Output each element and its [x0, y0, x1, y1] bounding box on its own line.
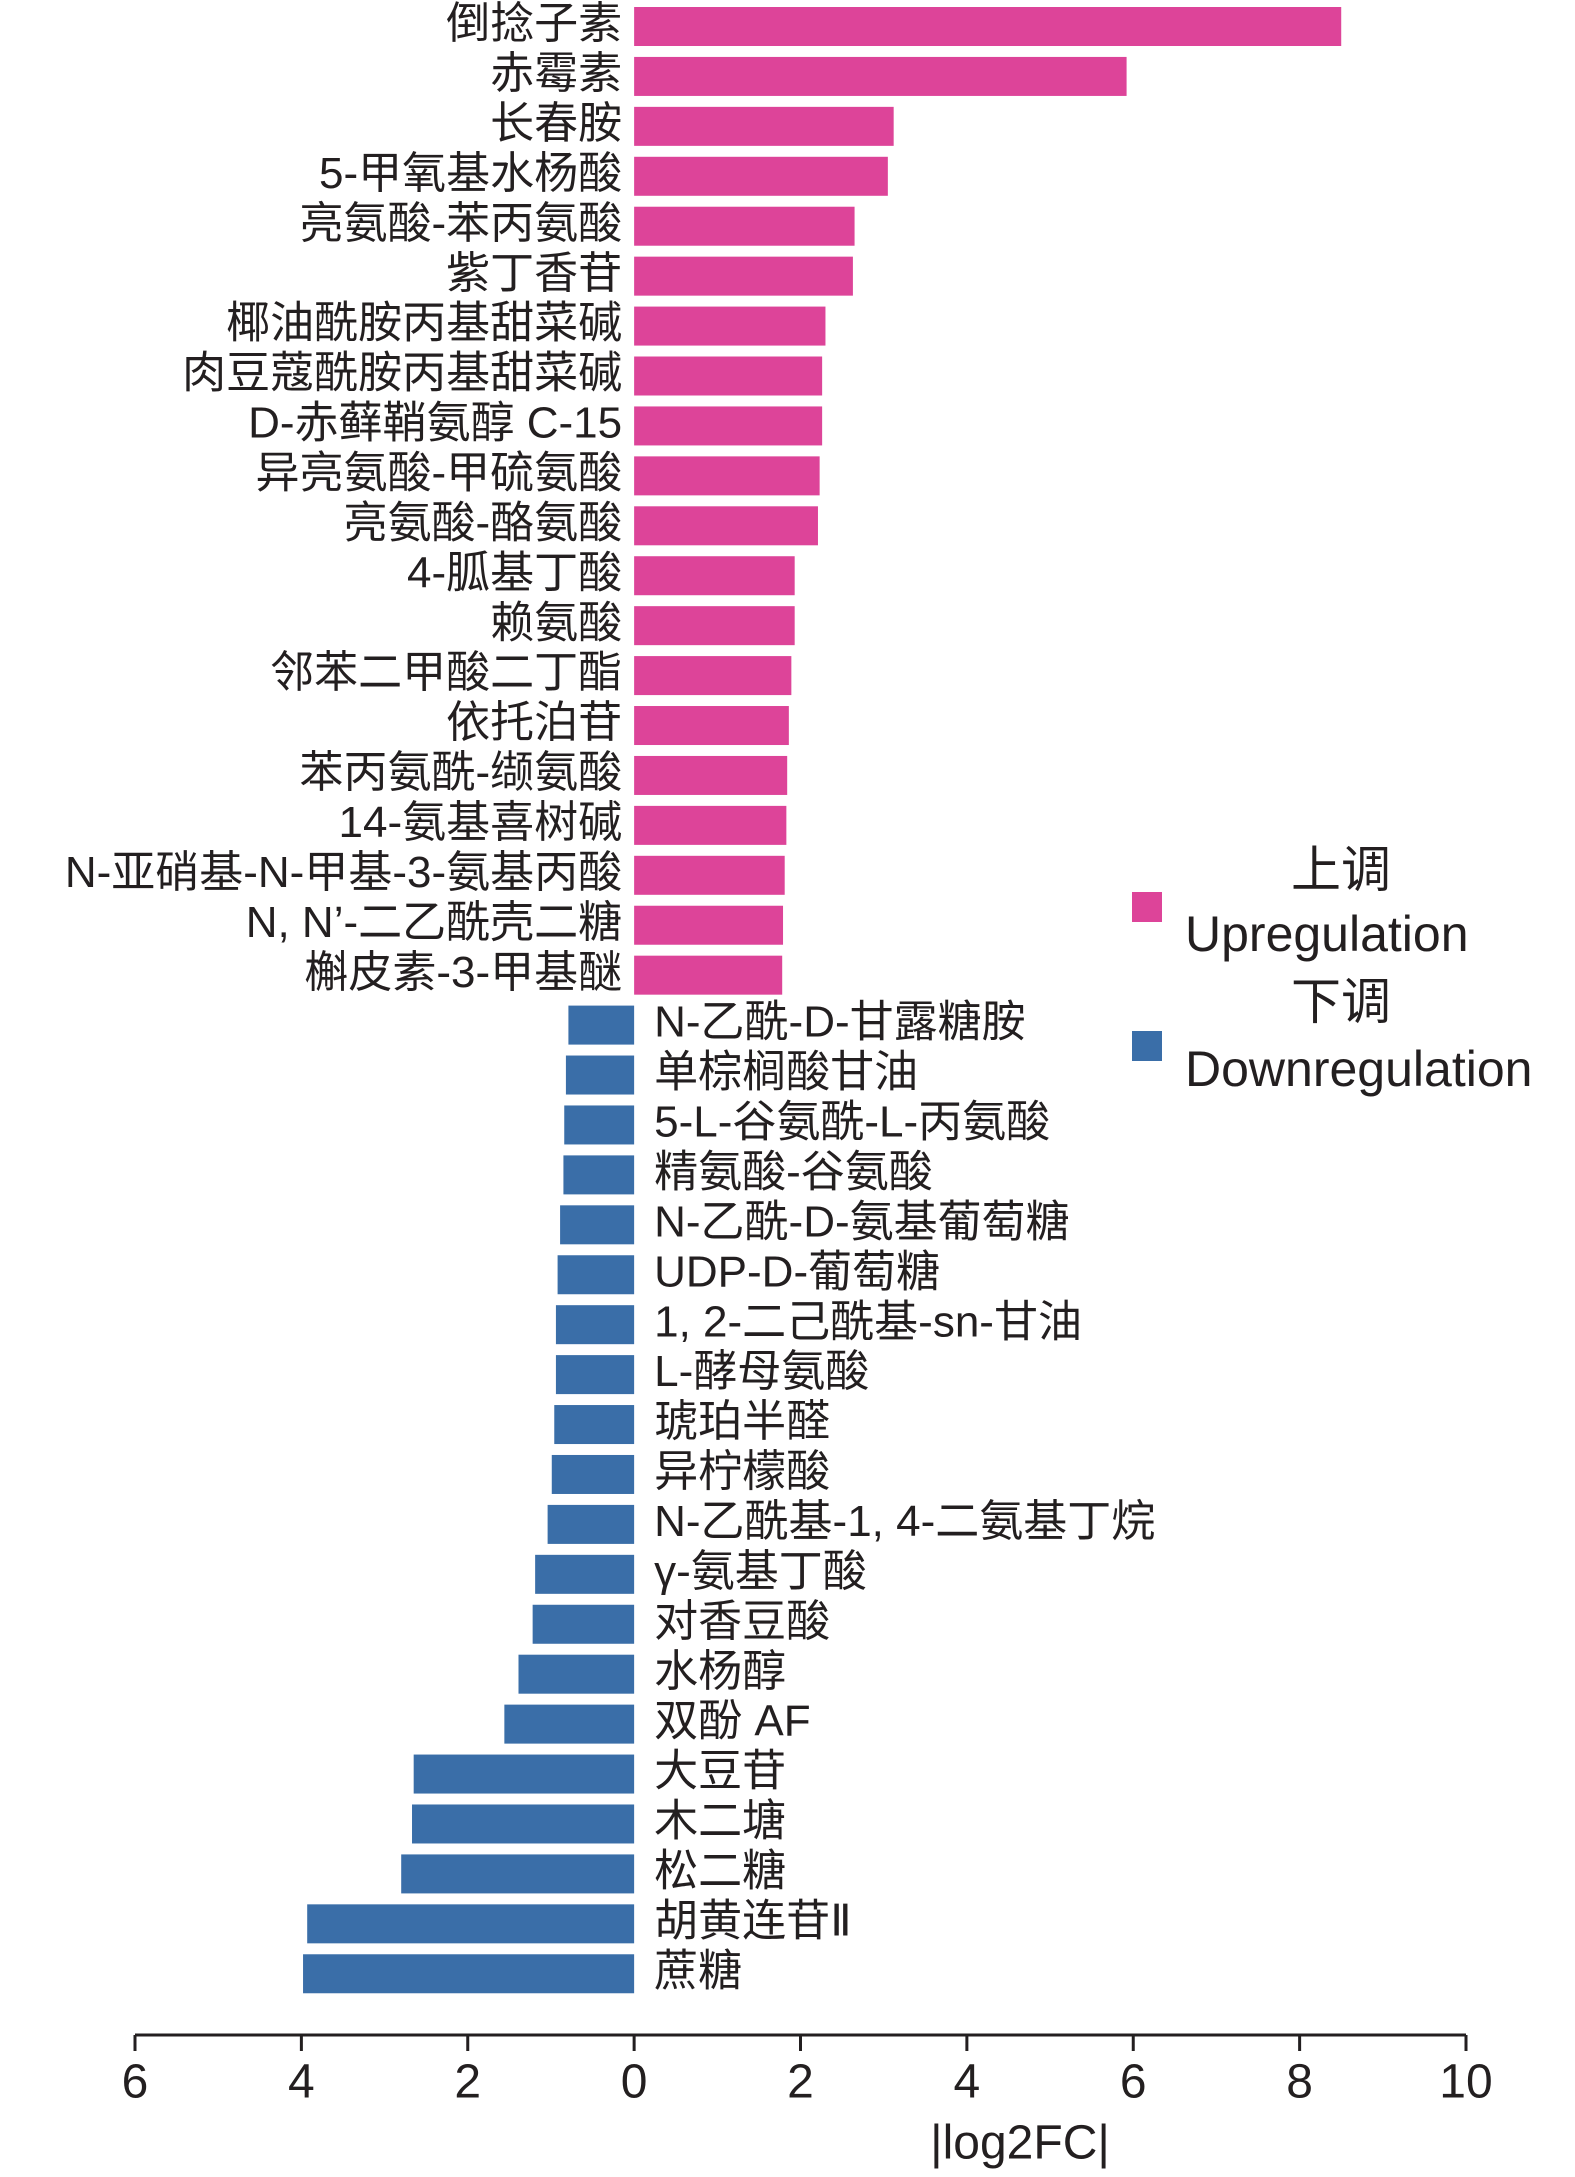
- legend-label: Upregulation: [1185, 906, 1469, 962]
- category-label: 琥珀半醛: [654, 1397, 830, 1446]
- category-label: N, N’-二乙酰壳二糖: [246, 898, 622, 947]
- bar: [634, 955, 783, 995]
- bar: [401, 1854, 635, 1894]
- legend-label-zh: 上调: [1291, 842, 1391, 898]
- category-label: 苯丙氨酰-缬氨酸: [299, 748, 622, 797]
- bar: [554, 1405, 635, 1445]
- bar: [564, 1105, 635, 1145]
- category-label: γ-氨基丁酸: [654, 1547, 867, 1596]
- category-label: 槲皮素-3-甲基醚: [304, 948, 622, 997]
- category-label: N-乙酰-D-甘露糖胺: [654, 998, 1026, 1047]
- category-label: 赖氨酸: [490, 598, 622, 647]
- bar: [560, 1205, 635, 1245]
- bar: [634, 506, 818, 546]
- category-label: 邻苯二甲酸二丁酯: [270, 648, 622, 697]
- category-label: N-乙酰-D-氨基葡萄糖: [654, 1197, 1070, 1246]
- category-label: 倒捻子素: [446, 0, 622, 48]
- bar: [413, 1754, 635, 1794]
- x-tick-label: 0: [621, 2056, 648, 2109]
- x-tick-label: 6: [1120, 2056, 1147, 2109]
- bar: [307, 1904, 635, 1944]
- legend-label: Downregulation: [1185, 1041, 1532, 1097]
- bar: [634, 456, 820, 496]
- legend-swatch: [1132, 1031, 1162, 1061]
- category-label: 松二糖: [654, 1847, 786, 1896]
- bar: [518, 1654, 635, 1694]
- bar: [634, 905, 784, 945]
- category-label: 5-L-谷氨酰-L-丙氨酸: [654, 1098, 1050, 1147]
- category-label: UDP-D-葡萄糖: [654, 1247, 940, 1296]
- category-label: 4-胍基丁酸: [407, 548, 622, 597]
- bar: [555, 1355, 635, 1395]
- category-label: N-亚硝基-N-甲基-3-氨基丙酸: [65, 848, 622, 897]
- x-tick-label: 4: [954, 2056, 981, 2109]
- category-label: D-赤藓鞘氨醇 C-15: [248, 399, 622, 448]
- legend-label-zh: 下调: [1291, 974, 1391, 1030]
- bar: [565, 1055, 635, 1095]
- x-axis-label: |log2FC|: [930, 2117, 1110, 2170]
- category-label: 异柠檬酸: [654, 1447, 830, 1496]
- category-label: 对香豆酸: [654, 1597, 830, 1646]
- bar: [412, 1804, 635, 1844]
- bar: [634, 656, 792, 696]
- category-label: 亮氨酸-酪氨酸: [343, 498, 622, 547]
- bar: [551, 1454, 635, 1494]
- bar: [634, 606, 795, 646]
- x-tick-label: 6: [122, 2056, 149, 2109]
- legend-swatch: [1132, 892, 1162, 922]
- x-tick-label: 2: [787, 2056, 814, 2109]
- bar: [634, 855, 785, 895]
- category-label: 木二塘: [654, 1797, 786, 1846]
- bar: [634, 56, 1127, 96]
- category-label: 14-氨基喜树碱: [339, 798, 623, 847]
- bar: [634, 256, 853, 296]
- category-label: 赤霉素: [490, 49, 622, 98]
- bar: [557, 1255, 635, 1295]
- bar: [563, 1155, 635, 1195]
- bar: [634, 706, 789, 746]
- x-tick-label: 4: [288, 2056, 315, 2109]
- bar: [634, 7, 1342, 46]
- category-label: 肉豆蔻酰胺丙基甜菜碱: [182, 349, 622, 398]
- category-label: 水杨醇: [654, 1647, 786, 1696]
- bar: [634, 106, 894, 146]
- bar: [568, 1005, 635, 1045]
- category-label: 蔗糖: [654, 1946, 742, 1995]
- bar: [555, 1305, 635, 1345]
- bar: [535, 1554, 635, 1594]
- bar: [634, 805, 787, 845]
- category-label: 亮氨酸-苯丙氨酸: [299, 199, 622, 248]
- category-label: 5-甲氧基水杨酸: [319, 149, 622, 198]
- x-tick-label: 8: [1286, 2056, 1313, 2109]
- bar: [634, 306, 826, 346]
- category-label: 紫丁香苷: [446, 249, 622, 298]
- category-label: N-乙酰基-1, 4-二氨基丁烷: [654, 1497, 1155, 1546]
- category-label: 依托泊苷: [446, 698, 622, 747]
- category-label: 精氨酸-谷氨酸: [654, 1148, 933, 1197]
- bar: [532, 1604, 635, 1644]
- x-tick-label: 10: [1439, 2056, 1492, 2109]
- category-label: 双酚 AF: [654, 1697, 810, 1746]
- bar: [634, 156, 888, 196]
- category-label: 单棕榈酸甘油: [654, 1048, 918, 1097]
- bar: [504, 1704, 635, 1744]
- category-label: 胡黄连苷Ⅱ: [654, 1896, 852, 1945]
- bar: [547, 1504, 635, 1544]
- category-label: L-酵母氨酸: [654, 1347, 869, 1396]
- category-label: 大豆苷: [654, 1747, 786, 1796]
- bar: [634, 206, 855, 246]
- bar: [634, 755, 788, 795]
- bar: [634, 406, 823, 446]
- bar: [303, 1954, 635, 1994]
- category-label: 长春胺: [490, 99, 622, 148]
- category-label: 椰油酰胺丙基甜菜碱: [226, 299, 622, 348]
- category-label: 异亮氨酸-甲硫氨酸: [255, 448, 622, 497]
- category-label: 1, 2-二己酰基-sn-甘油: [654, 1297, 1082, 1346]
- bar: [634, 556, 795, 596]
- x-tick-label: 2: [454, 2056, 481, 2109]
- bar: [634, 356, 823, 396]
